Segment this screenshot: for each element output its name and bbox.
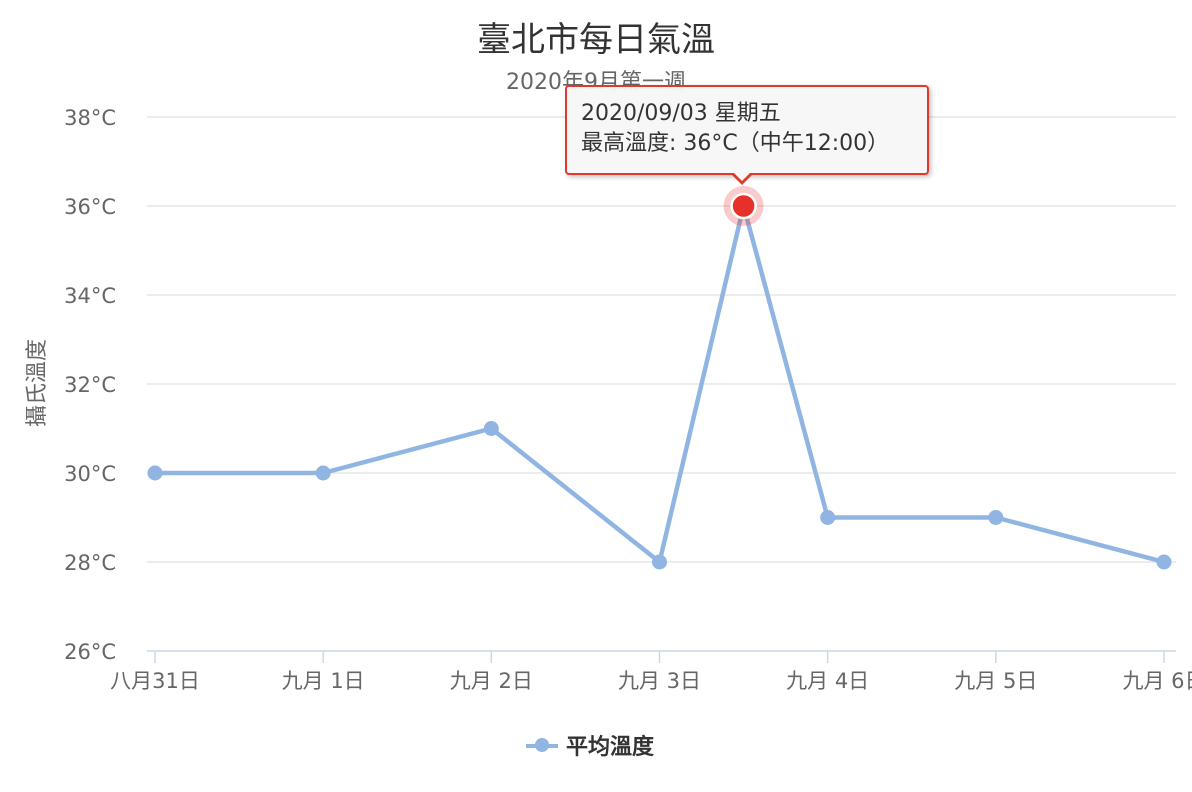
y-tick-label: 28°C xyxy=(64,551,116,575)
legend-label: 平均溫度 xyxy=(566,729,654,761)
y-tick-label: 36°C xyxy=(64,195,116,219)
legend-item[interactable]: 平均溫度 xyxy=(526,728,654,762)
y-tick-label: 38°C xyxy=(64,106,116,130)
tooltip-date: 2020/09/03 星期五 xyxy=(581,99,913,129)
grid-lines xyxy=(147,117,1176,562)
x-tick-label: 九月 6日 xyxy=(1122,669,1192,693)
y-axis-label: 攝氏溫度 xyxy=(25,339,50,427)
data-point[interactable] xyxy=(484,421,499,436)
x-tick-label: 八月31日 xyxy=(110,669,200,693)
data-point[interactable] xyxy=(148,466,163,481)
x-axis: 八月31日 九月 1日 九月 2日 九月 3日 九月 4日 九月 5日 九月 6日 xyxy=(110,651,1192,693)
y-tick-label: 32°C xyxy=(64,373,116,397)
legend-symbol xyxy=(526,735,558,755)
series-layer xyxy=(148,186,1172,570)
x-tick-label: 九月 4日 xyxy=(786,669,869,693)
y-tick-label: 34°C xyxy=(64,284,116,308)
x-tick-label: 九月 2日 xyxy=(450,669,533,693)
y-tick-label: 26°C xyxy=(64,640,116,664)
y-axis-ticks: 26°C 28°C 30°C 32°C 34°C 36°C 38°C xyxy=(64,106,116,664)
data-point[interactable] xyxy=(1157,555,1172,570)
data-point[interactable] xyxy=(652,555,667,570)
data-point[interactable] xyxy=(988,510,1003,525)
data-tooltip: 2020/09/03 星期五 最高溫度: 36°C（中午12:00） xyxy=(565,85,929,175)
x-tick-label: 九月 5日 xyxy=(954,669,1037,693)
data-point[interactable] xyxy=(820,510,835,525)
tooltip-value: 最高溫度: 36°C（中午12:00） xyxy=(581,129,913,159)
tooltip-pointer-inner xyxy=(733,172,751,181)
x-tick-label: 九月 1日 xyxy=(282,669,365,693)
highlight-point[interactable] xyxy=(732,194,756,218)
data-point[interactable] xyxy=(316,466,331,481)
x-tick-label: 九月 3日 xyxy=(618,669,701,693)
y-tick-label: 30°C xyxy=(64,462,116,486)
